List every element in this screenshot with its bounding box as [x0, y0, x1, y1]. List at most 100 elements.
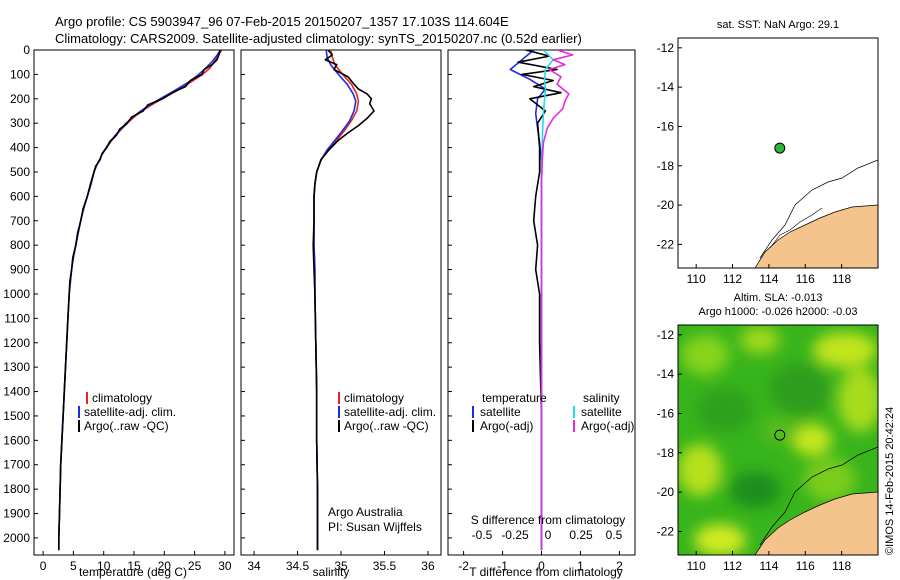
legend-label-argo: Argo(..raw -QC) [344, 419, 429, 433]
series-line-climatology [57, 50, 223, 551]
sla-map-title: Altim. SLA: -0.013 [734, 292, 823, 304]
series-line-salinity-satellite [540, 50, 555, 551]
depth-tick-label: 600 [10, 189, 30, 203]
depth-tick-label: 1000 [3, 287, 30, 301]
pi-annotation: PI: Susan Wijffels [328, 520, 422, 534]
s-difference-tick-labels: -0.5 -0.25 0 0.25 0.5 [472, 528, 623, 542]
series-line-satellite-adj-clim [313, 50, 357, 551]
s-tick-label: 0 [545, 528, 552, 542]
sla-map-coastline-contour [759, 446, 878, 546]
sla-heatmap [678, 326, 878, 555]
temperature-series [57, 50, 223, 551]
map-x-tick-label: 114 [759, 272, 778, 286]
salinity-axes-frame [240, 49, 442, 556]
x-tick-label: 20 [158, 559, 172, 573]
x-tick-label: -1 [497, 559, 508, 573]
legend-swatch-s-argo [573, 420, 575, 432]
x-tick-label: 30 [218, 559, 232, 573]
series-line-argo-raw-qc [312, 50, 375, 551]
legend-label-satellite: satellite-adj. clim. [344, 405, 436, 419]
sst-map-title: sat. SST: NaN Argo: 29.1 [717, 19, 839, 31]
legend-label-satellite: satellite-adj. clim. [84, 405, 176, 419]
map-y-tick-label: -12 [657, 41, 675, 55]
legend-title-temperature: temperature [482, 391, 547, 405]
legend-label-t-argo: Argo(-adj) [480, 419, 533, 433]
difference-series [509, 50, 574, 551]
s-tick-label: -0.5 [472, 528, 493, 542]
salinity-x-axis: 34 34.5 35 35.5 36 [247, 551, 435, 573]
map-y-tick-label: -22 [657, 237, 675, 251]
map-y-tick-label: -20 [657, 485, 675, 499]
temperature-x-label: temperature (deg C) [79, 565, 187, 579]
depth-tick-label: 1100 [4, 311, 30, 325]
argo-australia-annotation: Argo Australia [328, 505, 403, 519]
depth-tick-label: 800 [10, 238, 30, 252]
legend-label-climatology: climatology [92, 391, 152, 405]
legend-swatch-satellite [78, 406, 80, 418]
legend-swatch-argo [338, 420, 340, 432]
depth-tick-label: 500 [10, 165, 30, 179]
difference-depth-ticks [448, 49, 452, 539]
sst-map-depth-contour [769, 207, 823, 249]
map-x-tick-label: 112 [723, 272, 742, 286]
map-y-tick-label: -22 [657, 524, 675, 538]
map-y-tick-label: -16 [657, 406, 675, 420]
s-tick-label: 0.25 [569, 528, 593, 542]
x-tick-label: 35.5 [373, 559, 397, 573]
map-x-tick-label: 116 [796, 272, 815, 286]
x-tick-label: 5 [70, 559, 77, 573]
x-tick-label: 34 [247, 559, 261, 573]
temperature-axes-frame [33, 49, 235, 556]
map-x-tick-label: 114 [759, 559, 778, 573]
salinity-x-label: salinity [313, 565, 350, 579]
depth-tick-label: 1400 [3, 385, 30, 399]
x-tick-label: 35 [334, 559, 348, 573]
legend-label-s-argo: Argo(-adj) [581, 419, 634, 433]
x-tick-label: 25 [188, 559, 202, 573]
map-y-tick-label: -18 [657, 159, 675, 173]
figure-title-line2: Climatology: CARS2009. Satellite-adjuste… [55, 31, 582, 46]
legend-swatch-t-satellite [472, 406, 474, 418]
depth-tick-label: 0 [23, 43, 30, 57]
sla-map-subtitle: Argo h1000: -0.026 h2000: -0.03 [698, 306, 857, 318]
t-difference-x-label: T difference from climatology [469, 565, 623, 579]
argo-float-marker-outline [774, 429, 786, 441]
argo-float-marker [774, 142, 786, 154]
depth-tick-label: 2000 [3, 531, 30, 545]
sst-map-panel: sat. SST: NaN Argo: 29.1 110 112 114 116 118… [657, 19, 879, 286]
imos-credit: ©IMOS 14-Feb-2015 20:42:24 [884, 407, 896, 555]
sst-map-coastline-contour [759, 159, 878, 259]
legend-swatch-climatology [338, 392, 340, 404]
sla-map-panel: Altim. SLA: -0.013 Argo h1000: -0.026 h2… [657, 292, 879, 573]
legend-swatch-satellite [338, 406, 340, 418]
sst-map-land [754, 204, 878, 268]
legend-label-argo: Argo(..raw -QC) [84, 419, 169, 433]
x-tick-label: 36 [421, 559, 435, 573]
x-tick-label: 10 [97, 559, 111, 573]
map-x-tick-label: 116 [796, 559, 815, 573]
temperature-x-axis: 0 5 10 15 20 25 30 [40, 551, 232, 573]
depth-tick-label: 1700 [3, 458, 30, 472]
legend-label-s-satellite: satellite [581, 405, 622, 419]
difference-legend: temperature satellite Argo(-adj) salinit… [472, 391, 634, 433]
map-x-tick-label: 118 [832, 272, 851, 286]
x-tick-label: 34.5 [286, 559, 310, 573]
x-tick-label: 2 [616, 559, 623, 573]
legend-label-t-satellite: satellite [480, 405, 521, 419]
s-tick-label: -0.25 [501, 528, 529, 542]
depth-tick-label: 400 [10, 141, 30, 155]
map-y-tick-label: -18 [657, 446, 675, 460]
map-y-tick-label: -14 [657, 367, 675, 381]
depth-tick-label: 100 [10, 67, 30, 81]
map-y-tick-label: -20 [657, 198, 675, 212]
legend-swatch-s-satellite [573, 406, 575, 418]
depth-tick-label: 300 [10, 116, 30, 130]
series-line-argo-raw-qc [57, 50, 221, 551]
x-tick-label: 1 [577, 559, 584, 573]
map-y-tick-label: -12 [657, 328, 675, 342]
depth-tick-label: 1500 [3, 409, 30, 423]
temperature-legend: climatology satellite-adj. clim. Argo(..… [78, 391, 176, 433]
x-tick-label: 0 [538, 559, 545, 573]
x-tick-label: 0 [40, 559, 47, 573]
legend-swatch-argo [78, 420, 80, 432]
